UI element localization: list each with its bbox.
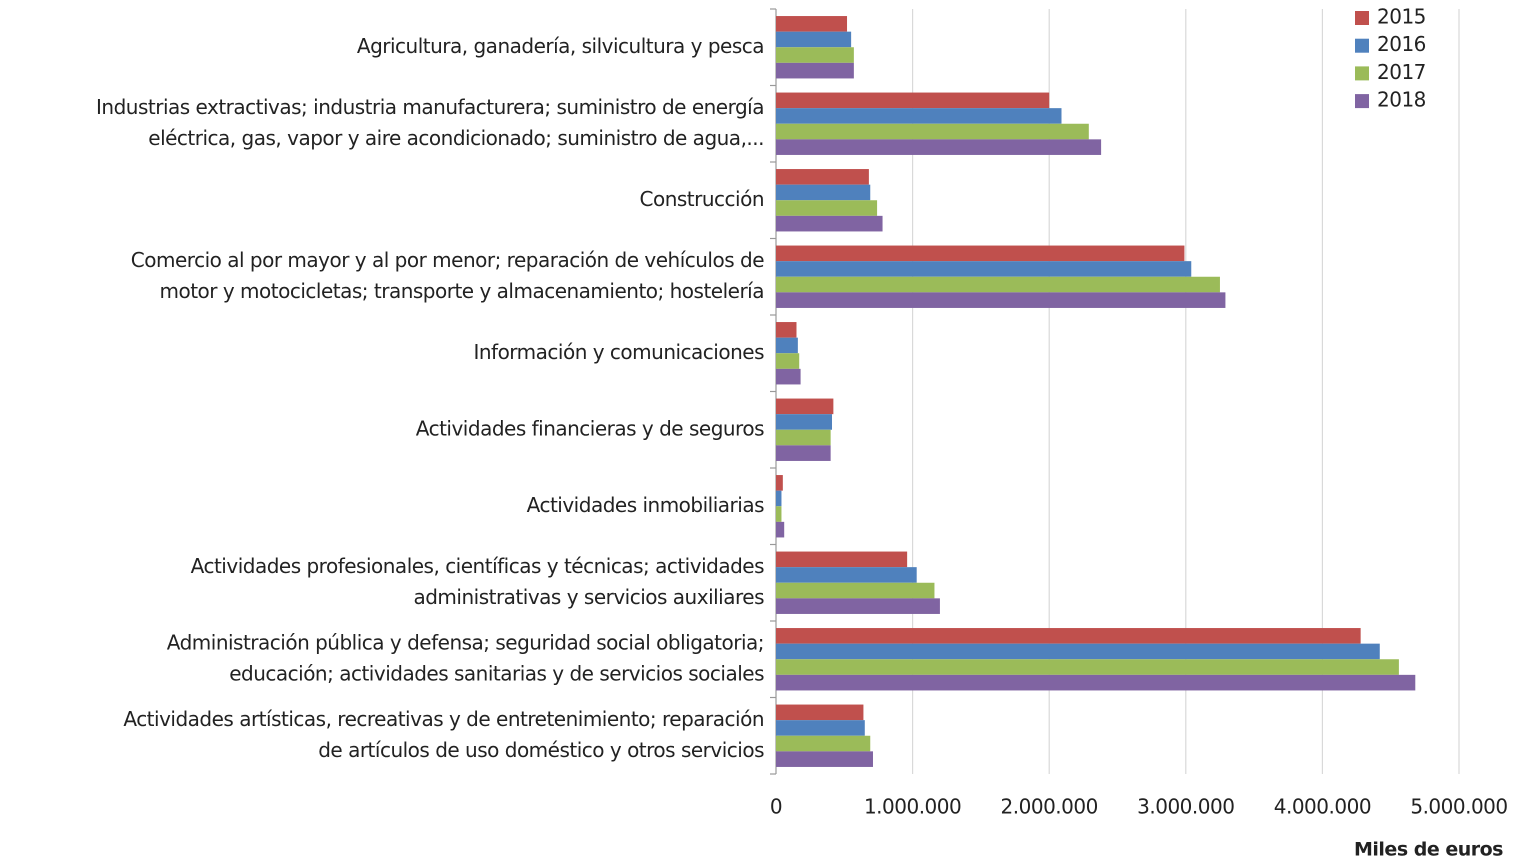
bar xyxy=(776,643,1380,660)
legend-label: 2016 xyxy=(1377,32,1426,56)
bar xyxy=(776,720,865,736)
y-tick-label: de artículos de uso doméstico y otros se… xyxy=(318,738,764,762)
bar xyxy=(776,567,917,583)
legend-swatch xyxy=(1355,66,1369,81)
bar xyxy=(776,62,854,79)
bar xyxy=(776,123,1089,140)
bar xyxy=(776,368,801,385)
y-tick-label: Información y comunicaciones xyxy=(473,340,764,364)
y-tick-label: Actividades artísticas, recreativas y de… xyxy=(123,707,764,731)
bar xyxy=(776,92,1050,109)
bar xyxy=(776,628,1361,644)
bar xyxy=(776,429,831,446)
bar xyxy=(776,598,940,614)
y-tick-label: Administración pública y defensa; seguri… xyxy=(167,630,764,654)
y-tick-label: eléctrica, gas, vapor y aire acondiciona… xyxy=(148,126,764,150)
bar xyxy=(776,47,854,63)
bar xyxy=(776,490,782,507)
bar xyxy=(776,735,871,752)
bar xyxy=(776,292,1226,308)
bar xyxy=(776,551,908,568)
y-tick-label: Industrias extractivas; industria manufa… xyxy=(96,95,764,119)
y-tick-label: Actividades inmobiliarias xyxy=(527,493,764,517)
y-tick-label: Actividades financieras y de seguros xyxy=(416,416,764,440)
x-tick-label: 4.000.000 xyxy=(1274,795,1371,819)
bar xyxy=(776,184,871,201)
legend-swatch xyxy=(1355,94,1369,109)
bar xyxy=(776,322,797,338)
x-tick-label: 1.000.000 xyxy=(864,795,961,819)
y-tick-label: educación; actividades sanitarias y de s… xyxy=(229,661,764,685)
x-tick-label: 3.000.000 xyxy=(1137,795,1234,819)
bar xyxy=(776,139,1102,155)
y-tick-label: Agricultura, ganadería, silvicultura y p… xyxy=(357,34,764,58)
legend-label: 2015 xyxy=(1377,5,1426,29)
y-tick-label: Actividades profesionales, científicas y… xyxy=(191,554,764,578)
x-axis-label: Miles de euros xyxy=(1354,839,1503,861)
bar xyxy=(776,169,869,185)
y-tick-label: Construcción xyxy=(640,187,765,211)
bar xyxy=(776,215,883,232)
bar xyxy=(776,506,782,522)
y-tick-label: Comercio al por mayor y al por menor; re… xyxy=(131,248,764,272)
y-tick-label: motor y motocicletas; transporte y almac… xyxy=(159,279,764,303)
bar xyxy=(776,414,833,430)
bar xyxy=(776,445,831,461)
legend-swatch xyxy=(1355,11,1369,25)
bar xyxy=(776,16,848,32)
legend-label: 2017 xyxy=(1377,60,1426,84)
x-tick-label: 5.000.000 xyxy=(1410,795,1507,819)
bar xyxy=(776,398,834,415)
legend-swatch xyxy=(1355,38,1369,53)
bar xyxy=(776,674,1416,691)
y-tick-label: administrativas y servicios auxiliares xyxy=(413,585,764,609)
bar xyxy=(776,521,785,538)
bar xyxy=(776,108,1062,124)
bar xyxy=(776,276,1220,293)
bar xyxy=(776,582,935,599)
bar xyxy=(776,200,878,216)
bar xyxy=(776,261,1192,277)
bar xyxy=(776,353,800,369)
bar xyxy=(776,475,783,491)
legend-label: 2018 xyxy=(1377,88,1426,112)
bar xyxy=(776,31,852,48)
bar xyxy=(776,245,1185,262)
x-tick-label: 0 xyxy=(770,795,782,819)
bar xyxy=(776,751,873,767)
bar xyxy=(776,659,1399,675)
x-tick-label: 2.000.000 xyxy=(1001,795,1098,819)
bar xyxy=(776,337,798,354)
bar xyxy=(776,704,864,721)
